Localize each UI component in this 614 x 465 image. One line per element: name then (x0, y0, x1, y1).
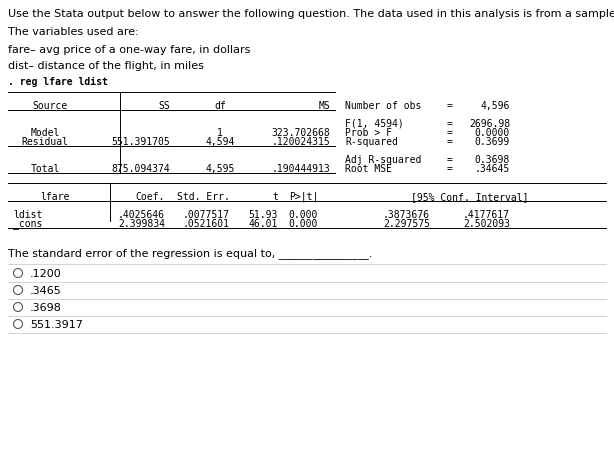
Text: _cons: _cons (13, 219, 42, 229)
Text: .0077517: .0077517 (183, 210, 230, 220)
Text: Residual: Residual (21, 137, 69, 147)
Text: SS: SS (158, 101, 170, 111)
Text: 4,595: 4,595 (205, 164, 235, 174)
Text: lfare: lfare (41, 192, 69, 202)
Text: 323.702668: 323.702668 (271, 128, 330, 138)
Text: =: = (447, 101, 453, 111)
Text: Number of obs: Number of obs (345, 101, 421, 111)
Text: Root MSE: Root MSE (345, 164, 392, 174)
Circle shape (14, 303, 23, 312)
Text: 0.000: 0.000 (289, 210, 318, 220)
Text: [95% Conf. Interval]: [95% Conf. Interval] (411, 192, 529, 202)
Text: .3873676: .3873676 (383, 210, 430, 220)
Text: =: = (447, 137, 453, 147)
Text: ldist: ldist (13, 210, 42, 220)
Text: =: = (447, 164, 453, 174)
Text: dist– distance of the flight, in miles: dist– distance of the flight, in miles (8, 61, 204, 71)
Text: 4,596: 4,596 (481, 101, 510, 111)
Circle shape (14, 319, 23, 328)
Text: .0521601: .0521601 (183, 219, 230, 229)
Text: Prob > F: Prob > F (345, 128, 392, 138)
Text: .1200: .1200 (30, 269, 62, 279)
Text: Coef.: Coef. (136, 192, 165, 202)
Text: 51.93: 51.93 (249, 210, 278, 220)
Text: 0.000: 0.000 (289, 219, 318, 229)
Circle shape (14, 268, 23, 278)
Text: fare– avg price of a one-way fare, in dollars: fare– avg price of a one-way fare, in do… (8, 45, 251, 55)
Text: The variables used are:: The variables used are: (8, 27, 139, 37)
Text: =: = (447, 155, 453, 165)
Text: 875.094374: 875.094374 (111, 164, 170, 174)
Text: 2.502093: 2.502093 (463, 219, 510, 229)
Text: 551.3917: 551.3917 (30, 320, 83, 330)
Text: Source: Source (33, 101, 68, 111)
Circle shape (14, 286, 23, 294)
Text: 46.01: 46.01 (249, 219, 278, 229)
Text: .120024315: .120024315 (271, 137, 330, 147)
Text: 2.297575: 2.297575 (383, 219, 430, 229)
Text: 2696.98: 2696.98 (469, 119, 510, 129)
Text: Model: Model (30, 128, 60, 138)
Text: .4177617: .4177617 (463, 210, 510, 220)
Text: 0.3699: 0.3699 (475, 137, 510, 147)
Text: Std. Err.: Std. Err. (177, 192, 230, 202)
Text: .3465: .3465 (30, 286, 62, 296)
Text: MS: MS (318, 101, 330, 111)
Text: .190444913: .190444913 (271, 164, 330, 174)
Text: 2.399834: 2.399834 (118, 219, 165, 229)
Text: .34645: .34645 (475, 164, 510, 174)
Text: 1: 1 (217, 128, 223, 138)
Text: 551.391705: 551.391705 (111, 137, 170, 147)
Text: . reg lfare ldist: . reg lfare ldist (8, 77, 108, 87)
Text: The standard error of the regression is equal to, ________________.: The standard error of the regression is … (8, 248, 372, 259)
Text: Use the Stata output below to answer the following question. The data used in th: Use the Stata output below to answer the… (8, 9, 614, 19)
Text: t: t (272, 192, 278, 202)
Text: .4025646: .4025646 (118, 210, 165, 220)
Text: P>|t|: P>|t| (289, 192, 318, 202)
Text: =: = (447, 119, 453, 129)
Text: .3698: .3698 (30, 303, 62, 313)
Text: Total: Total (30, 164, 60, 174)
Text: 0.3698: 0.3698 (475, 155, 510, 165)
Text: df: df (214, 101, 226, 111)
Text: 4,594: 4,594 (205, 137, 235, 147)
Text: F(1, 4594): F(1, 4594) (345, 119, 404, 129)
Text: Adj R-squared: Adj R-squared (345, 155, 421, 165)
Text: 0.0000: 0.0000 (475, 128, 510, 138)
Text: R-squared: R-squared (345, 137, 398, 147)
Text: =: = (447, 128, 453, 138)
